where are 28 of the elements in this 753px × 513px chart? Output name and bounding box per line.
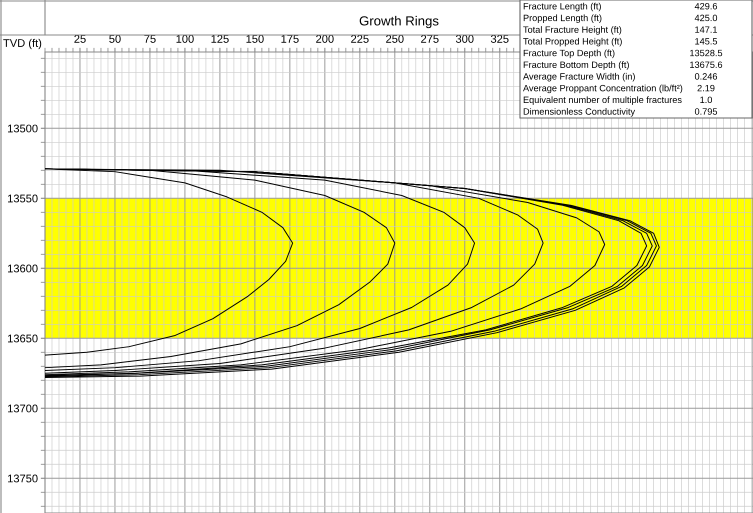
annotation: 13675.6 — [690, 61, 722, 68]
y-tick-label: 13500 — [8, 124, 38, 132]
annotation: Dimensionless Conductivity — [524, 108, 636, 117]
annotation: Equivalent number of multiple fractures — [524, 96, 682, 105]
text: Total Propped Height (ft) — [523, 38, 622, 46]
text: 147.1 — [695, 26, 718, 33]
y-tick-label: 13600 — [8, 264, 38, 272]
y-tick-label: 13650 — [8, 334, 38, 342]
annotation: 13528.5 — [690, 50, 722, 56]
text: 429.6 — [694, 2, 718, 10]
text: Total Fracture Height (ft) — [523, 26, 622, 35]
text: 145.5 — [695, 38, 718, 45]
annotation: 1.0 — [700, 96, 712, 104]
annotation: Average Proppant Concentration (lb/ft²) — [523, 84, 682, 94]
y-tick-label: 13750 — [8, 474, 38, 482]
annotation: Fracture Bottom Depth (ft) — [524, 61, 629, 70]
annotation: 0.246 — [694, 73, 718, 80]
text: 425.0 — [694, 14, 718, 22]
annotation: Average Fracture Width (in) — [523, 72, 635, 82]
y-tick-label: 13550 — [8, 194, 38, 202]
text: Propped Length (ft) — [524, 14, 602, 23]
annotation: 2.19 — [698, 84, 714, 92]
y-tick-label: 13700 — [8, 404, 38, 412]
annotation: 0.795 — [694, 108, 718, 115]
y-axis-title: TVD (ft) — [3, 38, 42, 50]
chart-title: Growth Rings — [360, 16, 438, 28]
annotation: Fracture Top Depth (ft) — [524, 50, 614, 58]
text: Fracture Length (ft) — [524, 2, 601, 12]
